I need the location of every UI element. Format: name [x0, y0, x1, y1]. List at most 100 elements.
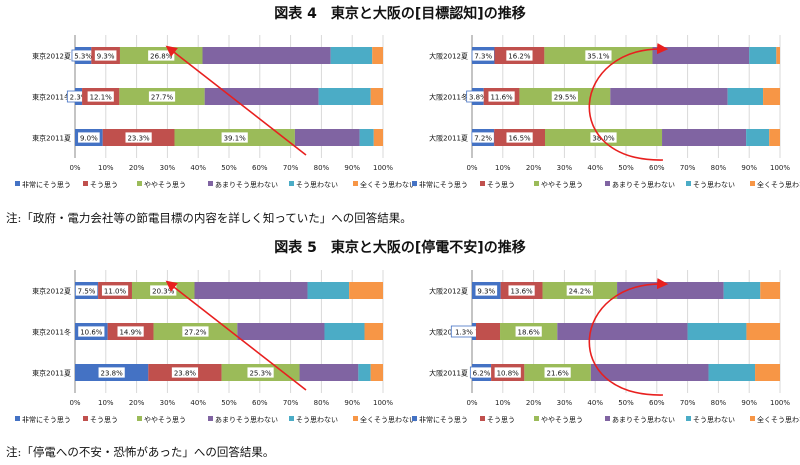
bar-segment — [349, 282, 383, 299]
x-tick-label: 40% — [587, 399, 603, 407]
trend-arrow — [165, 280, 307, 391]
bar-segment — [318, 88, 371, 105]
bar-segment — [204, 88, 319, 105]
x-tick-label: 20% — [526, 399, 542, 407]
legend-swatch — [605, 181, 610, 186]
x-tick-label: 60% — [252, 164, 268, 172]
x-tick-label: 70% — [283, 399, 299, 407]
bar-segment — [746, 323, 780, 340]
data-label: 7.2% — [474, 135, 492, 143]
data-label: 11.0% — [104, 288, 127, 296]
legend-label: そう思う — [90, 181, 118, 189]
legend-swatch — [412, 416, 417, 421]
bar-segment — [307, 282, 350, 299]
data-label: 2.3% — [70, 94, 88, 102]
legend-label: あまりそう思わない — [612, 416, 675, 424]
data-label: 6.2% — [473, 370, 491, 378]
x-tick-label: 10% — [98, 164, 114, 172]
x-tick-label: 90% — [344, 399, 360, 407]
x-tick-label: 60% — [649, 164, 665, 172]
legend-swatch — [83, 416, 88, 421]
data-label: 23.8% — [101, 370, 124, 378]
legend-swatch — [353, 416, 358, 421]
legend-label: あまりそう思わない — [215, 181, 278, 189]
legend-swatch — [605, 416, 610, 421]
x-tick-label: 60% — [649, 399, 665, 407]
data-label-box — [584, 49, 613, 62]
data-label-box — [171, 366, 199, 379]
bar-segment — [370, 88, 383, 105]
data-label: 27.7% — [151, 94, 174, 102]
x-tick-label: 60% — [252, 399, 268, 407]
x-tick-label: 80% — [314, 164, 330, 172]
category-label: 東京2011夏 — [32, 369, 71, 378]
x-tick-label: 0% — [466, 164, 477, 172]
bar-segment — [372, 47, 383, 64]
bar-segment — [652, 47, 750, 64]
legend-label: ややそう思う — [541, 416, 583, 424]
category-label: 大阪2011冬 — [429, 328, 468, 337]
x-tick-label: 100% — [770, 164, 790, 172]
data-label: 7.3% — [474, 53, 492, 61]
legend-swatch — [686, 181, 691, 186]
legend-label: そう思わない — [296, 181, 338, 189]
x-tick-label: 0% — [69, 399, 80, 407]
figure-5-note: 注:「停電への不安・恐怖があった」への回答結果。 — [6, 445, 275, 459]
figure-5-title: 図表 5 東京と大阪の[停電不安]の推移 — [274, 240, 526, 256]
bar-segment — [776, 47, 780, 64]
data-label: 29.5% — [554, 94, 577, 102]
x-tick-label: 10% — [495, 164, 511, 172]
x-tick-label: 90% — [741, 164, 757, 172]
legend-swatch — [750, 181, 755, 186]
legend-label: 全くそう思わない — [757, 180, 800, 189]
x-tick-label: 30% — [160, 164, 176, 172]
data-label: 7.5% — [78, 288, 96, 296]
data-label-box — [86, 90, 115, 103]
data-label: 20.3% — [152, 288, 175, 296]
legend-label: そう思わない — [296, 416, 338, 424]
data-label-box — [97, 366, 126, 379]
legend-swatch — [289, 416, 294, 421]
bar-segment — [294, 129, 360, 146]
data-label-box — [550, 90, 579, 103]
x-tick-label: 70% — [283, 164, 299, 172]
bar-segment — [202, 47, 331, 64]
category-label: 東京2012夏 — [32, 287, 71, 296]
bar-segment — [687, 323, 747, 340]
category-label: 大阪2011夏 — [429, 134, 468, 143]
x-tick-label: 80% — [711, 164, 727, 172]
legend-label: 非常にそう思う — [22, 415, 71, 424]
tokyo-blackout-anxiety-chart: 0% 10% 20% 30% 40% 50% 60% 70% 80% 90% 100% 東京2012夏… — [15, 270, 416, 424]
data-label: 23.8% — [174, 370, 197, 378]
x-tick-label: 90% — [741, 399, 757, 407]
data-label: 25.3% — [249, 370, 272, 378]
category-label: 東京2011冬 — [32, 93, 71, 102]
category-label: 東京2011夏 — [32, 134, 71, 143]
data-label-box — [148, 90, 176, 103]
category-label: 大阪2011冬 — [429, 93, 468, 102]
legend-swatch — [480, 181, 485, 186]
x-tick-label: 50% — [618, 164, 634, 172]
legend-label: そう思わない — [693, 416, 735, 424]
bar-segment — [590, 364, 709, 381]
bar-segment — [708, 364, 756, 381]
legend-label: 全くそう思わない — [757, 415, 800, 424]
x-tick-label: 50% — [618, 399, 634, 407]
x-tick-label: 20% — [129, 399, 145, 407]
legend-swatch — [208, 181, 213, 186]
trend-arrow — [165, 45, 307, 156]
figure-4-note: 注:「政府・電力会社等の節電目標の内容を詳しく知っていた」への回答結果。 — [6, 211, 412, 225]
data-label-box — [505, 131, 534, 144]
data-label: 14.9% — [119, 329, 142, 337]
bar-segment — [557, 323, 688, 340]
data-label-box — [543, 366, 572, 379]
data-label-box — [514, 325, 543, 338]
legend-label: ややそう思う — [541, 181, 583, 189]
legend-label: 非常にそう思う — [22, 180, 71, 189]
data-label: 13.6% — [510, 288, 533, 296]
x-tick-label: 10% — [98, 399, 114, 407]
bar-segment — [755, 364, 780, 381]
bar-segment — [617, 282, 724, 299]
data-label-box — [487, 90, 516, 103]
bar-segment — [763, 88, 780, 105]
